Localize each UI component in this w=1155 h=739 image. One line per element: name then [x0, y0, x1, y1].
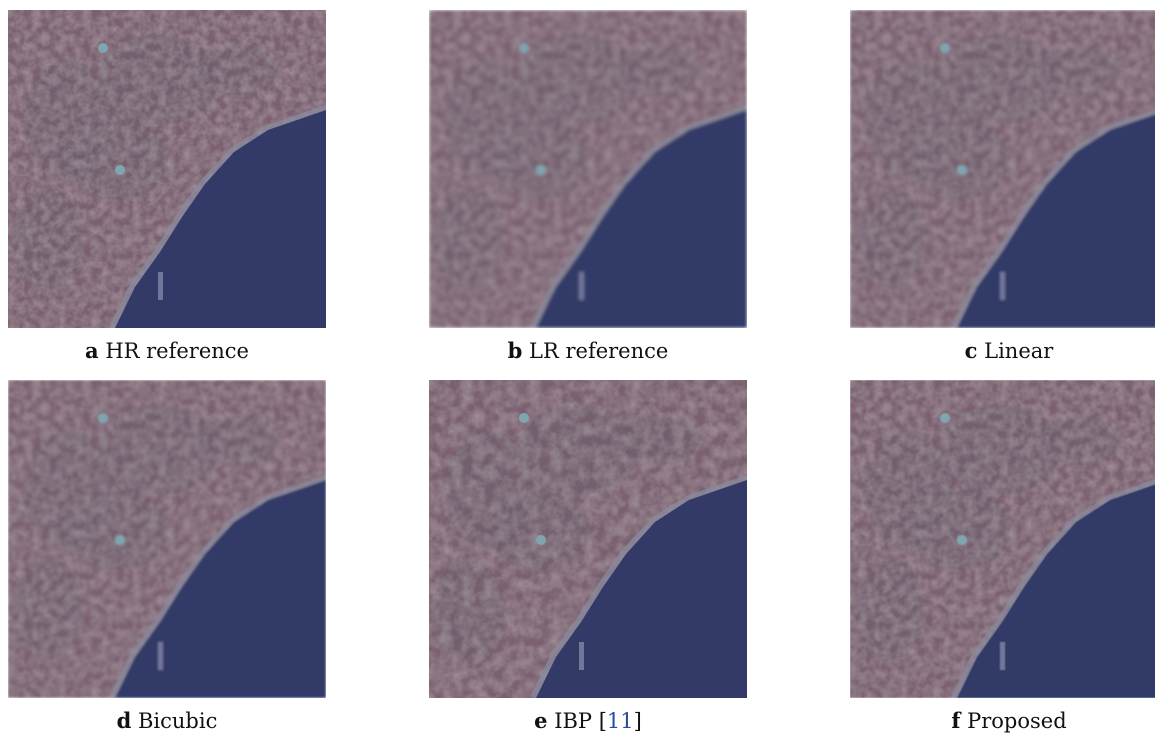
- boat: [579, 272, 584, 300]
- boat: [1000, 642, 1005, 670]
- boat: [1000, 272, 1005, 300]
- pool: [536, 535, 546, 545]
- panel-letter: b: [508, 338, 523, 363]
- image-content: [850, 380, 1155, 698]
- panel-letter: f: [951, 708, 960, 733]
- panel: b LR reference: [429, 10, 747, 363]
- image-content: [850, 10, 1155, 328]
- pool: [519, 413, 529, 423]
- satellite-image: [850, 10, 1155, 328]
- caption: a HR reference: [8, 338, 326, 363]
- pool: [957, 165, 967, 175]
- panel-letter: d: [117, 708, 132, 733]
- caption-text: IBP [: [554, 709, 607, 733]
- satellite-image: [8, 380, 326, 698]
- image-content: [8, 10, 326, 328]
- pool: [940, 413, 950, 423]
- caption-text: ]: [634, 709, 642, 733]
- panel-letter: a: [85, 338, 99, 363]
- caption-text: LR reference: [529, 339, 668, 363]
- pool: [536, 165, 546, 175]
- pool: [115, 535, 125, 545]
- pool: [519, 43, 529, 53]
- citation: 11: [607, 709, 634, 733]
- satellite-image: [8, 10, 326, 328]
- boat: [158, 272, 163, 300]
- boat: [158, 642, 163, 670]
- caption-text: Linear: [984, 339, 1053, 363]
- satellite-image: [429, 380, 747, 698]
- figure: a HR reference b LR reference c Linear d Bi…: [0, 0, 1155, 739]
- caption: c Linear: [850, 338, 1155, 363]
- image-content: [429, 380, 747, 698]
- pool: [98, 43, 108, 53]
- caption-text: HR reference: [105, 339, 249, 363]
- panel: a HR reference: [8, 10, 326, 363]
- caption-text: Proposed: [967, 709, 1067, 733]
- caption: d Bicubic: [8, 708, 326, 733]
- panel: d Bicubic: [8, 380, 326, 733]
- satellite-image: [429, 10, 747, 328]
- satellite-image: [850, 380, 1155, 698]
- pool: [98, 413, 108, 423]
- caption: e IBP [11]: [429, 708, 747, 733]
- pool: [957, 535, 967, 545]
- image-content: [8, 380, 326, 698]
- panel-letter: e: [534, 708, 547, 733]
- panel: e IBP [11]: [429, 380, 747, 733]
- pool: [115, 165, 125, 175]
- caption-text: Bicubic: [138, 709, 217, 733]
- caption: f Proposed: [850, 708, 1155, 733]
- panel: f Proposed: [850, 380, 1155, 733]
- boat: [579, 642, 584, 670]
- panel: c Linear: [850, 10, 1155, 363]
- image-content: [429, 10, 747, 328]
- panel-letter: c: [965, 338, 978, 363]
- caption: b LR reference: [429, 338, 747, 363]
- pool: [940, 43, 950, 53]
